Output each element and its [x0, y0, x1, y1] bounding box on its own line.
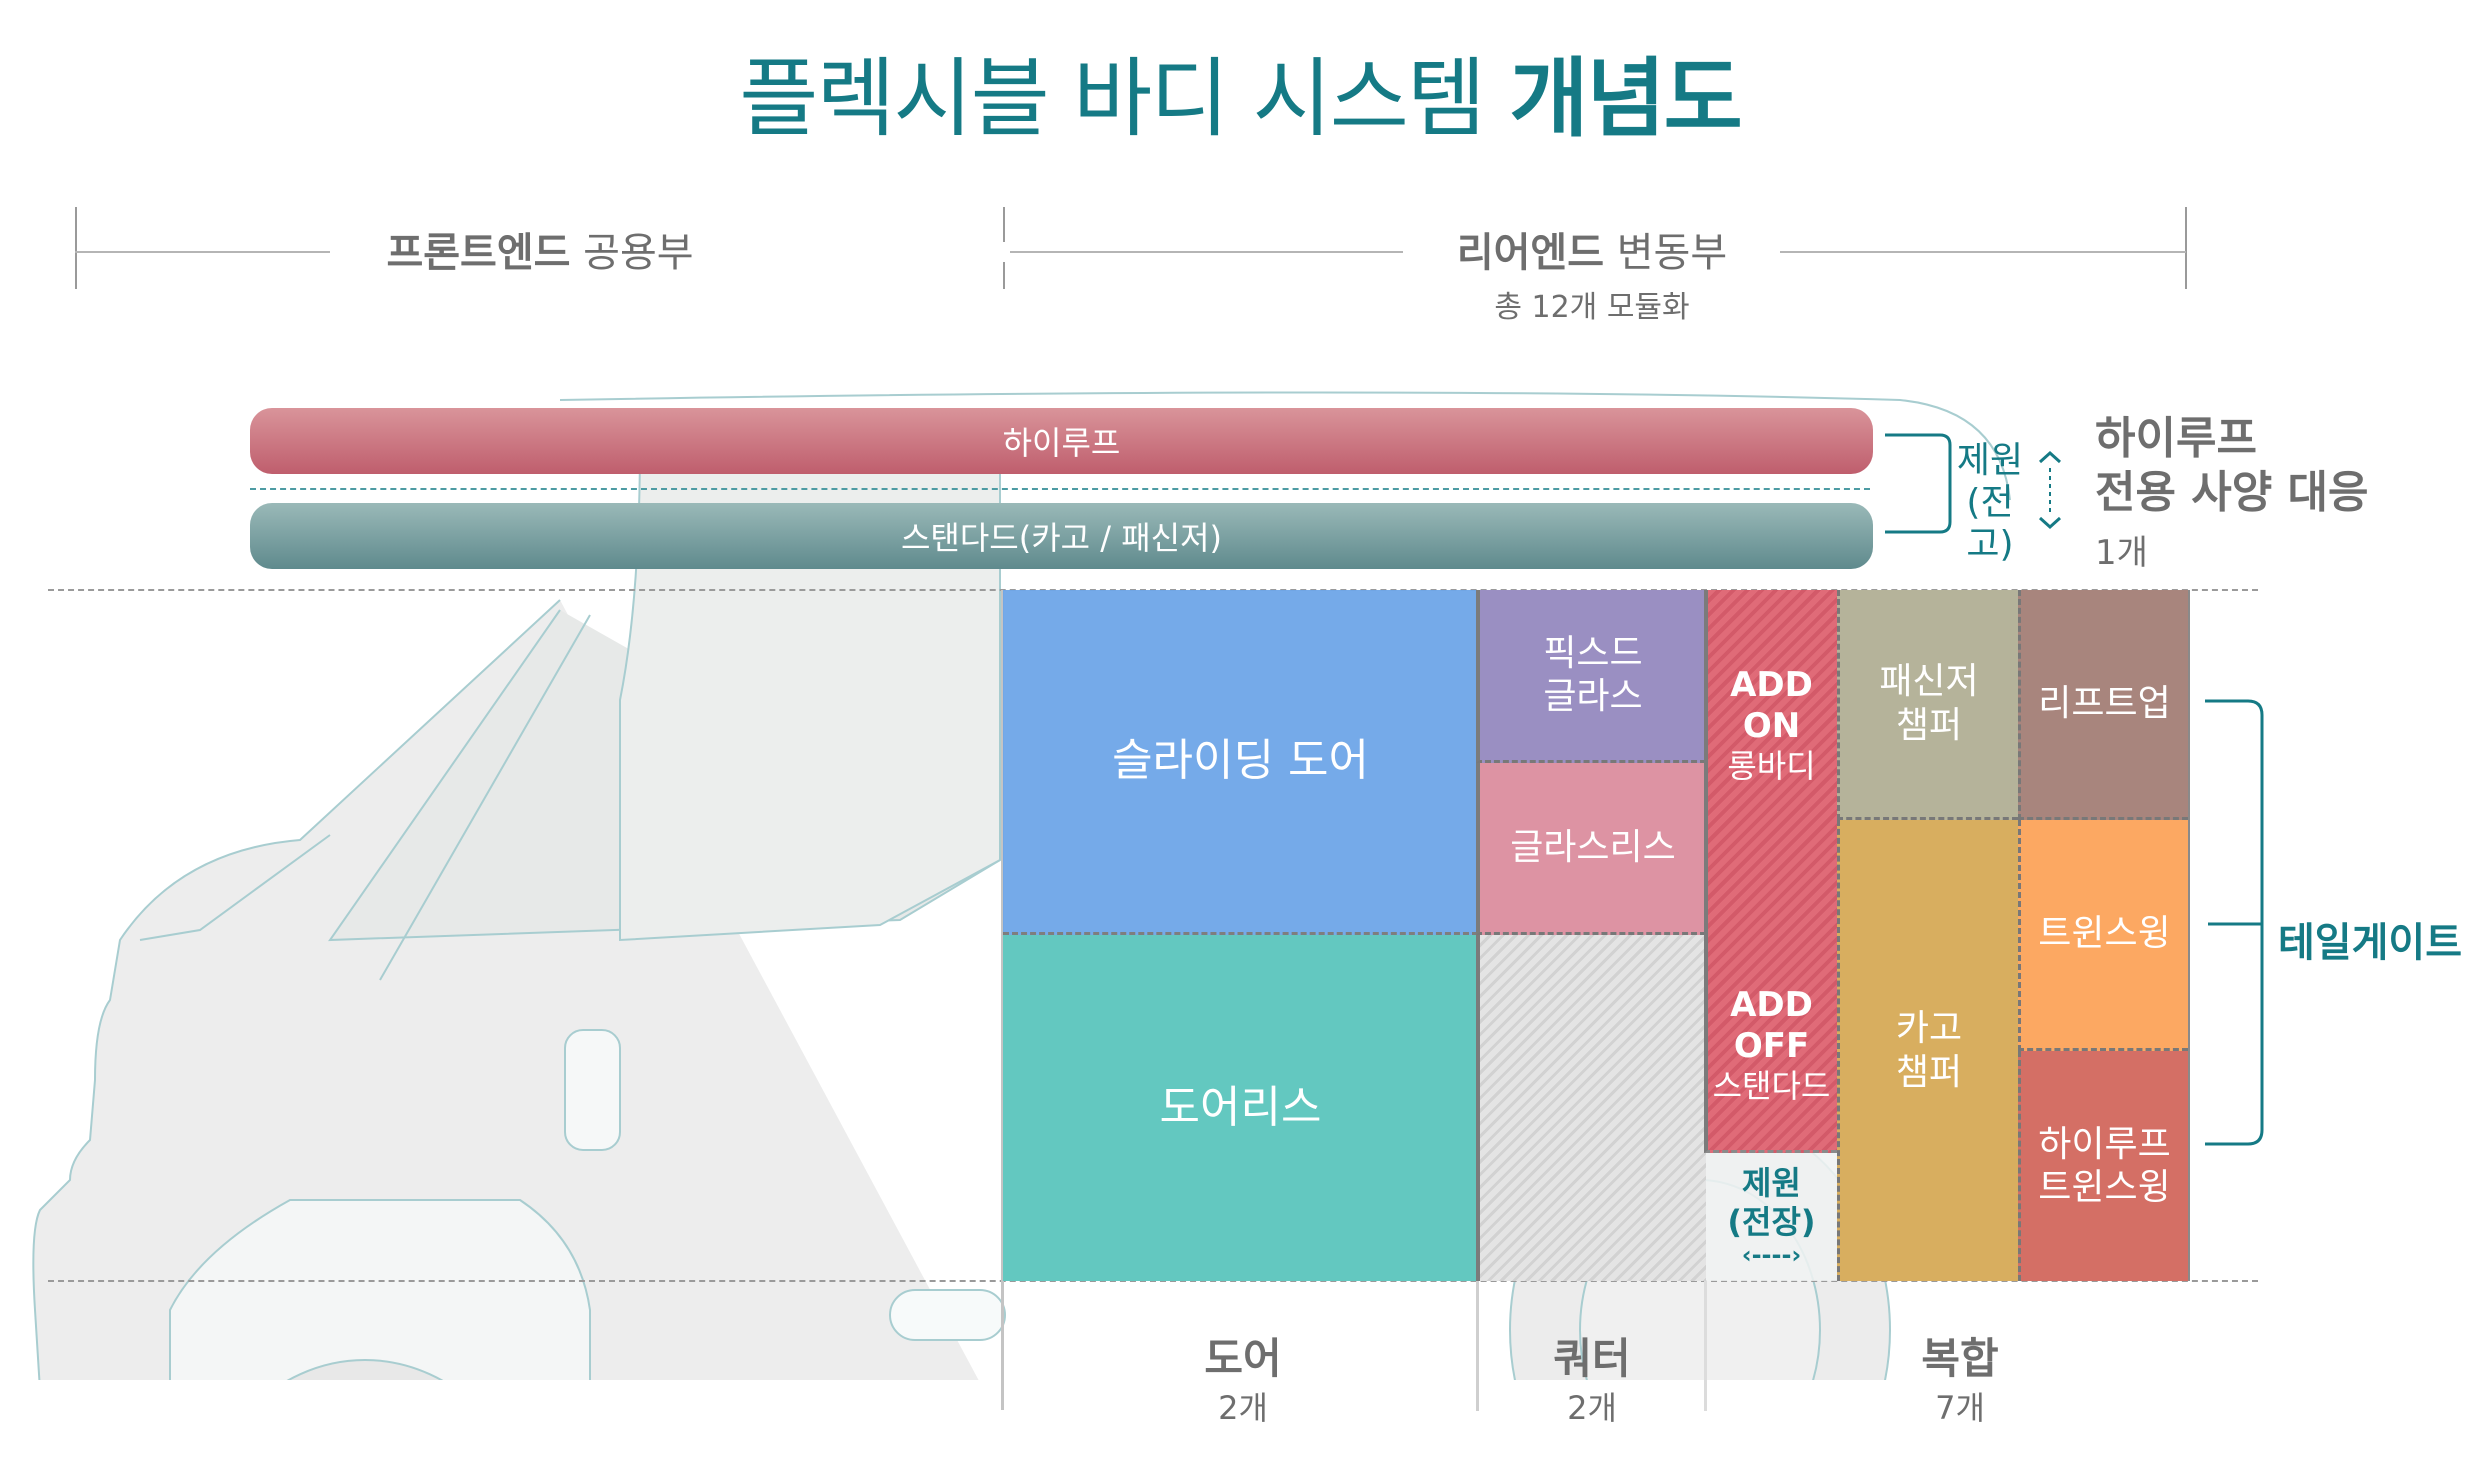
category-quarter-count: 2개 [1567, 1389, 1617, 1427]
module-doorless: 도어리스 [1003, 935, 1478, 1281]
length-double-arrow-icon: ‹----› [1741, 1240, 1802, 1269]
rear-right-border [2186, 590, 2190, 1281]
module-sliding-door: 슬라이딩 도어 [1003, 590, 1478, 935]
rear-section-label: 리어엔드 변동부 [1457, 220, 1727, 278]
door-quarter-divider [1476, 1281, 1479, 1411]
module-glassless: 글라스리스 [1476, 763, 1706, 935]
cargo-chamfer-line2: 챔퍼 [1895, 1051, 1963, 1093]
module-highroof-twin-swing: 하이루프 트윈스윙 [2018, 1051, 2188, 1281]
length-spec-line2: (전장) [1727, 1202, 1816, 1241]
standard-roof-bar: 스탠다드(카고 / 패신저) [250, 503, 1873, 569]
sliding-door-label: 슬라이딩 도어 [1112, 734, 1369, 786]
quarter-composite-divider [1704, 1281, 1707, 1411]
high-roof-label: 하이루프 [1002, 424, 1121, 462]
page-title: 플렉시블 바디 시스템 개념도 [0, 28, 2480, 153]
rear-line-right [1780, 251, 2186, 253]
rear-regular: 변동부 [1616, 230, 1728, 276]
highroof-count: 1개 [2095, 533, 2148, 573]
front-section-label: 프론트엔드 공용부 [386, 220, 693, 278]
title-regular: 플렉시블 바디 시스템 [739, 49, 1486, 149]
height-bracket-icon [1885, 433, 1952, 534]
front-line-left [75, 251, 330, 253]
bottom-guide-dashed [48, 1280, 2258, 1282]
height-spec-line2: (전고) [1966, 482, 2014, 565]
category-composite: 복합 [1921, 1334, 1999, 1383]
module-fixed-glass: 픽스드 글라스 [1476, 590, 1706, 763]
length-spec-line1: 제원 [1742, 1164, 1801, 1203]
module-passenger-chamfer: 패신저 챔퍼 [1837, 590, 2018, 820]
highroof-twin-swing-line2: 트윈스윙 [2038, 1167, 2171, 1208]
height-spec-label: 제원 (전고) [1945, 440, 2035, 566]
high-roof-bar: 하이루프 [250, 408, 1873, 474]
fixed-glass-line2: 글라스 [1543, 676, 1643, 717]
rear-line-left [1003, 251, 1403, 253]
module-liftup: 리프트업 [2018, 590, 2188, 820]
length-spec: 제원 (전장) ‹----› [1706, 1153, 1837, 1281]
highroof-note: 하이루프 전용 사양 대응 [2095, 412, 2369, 520]
tailgate-bracket-icon [2205, 699, 2264, 1146]
add-on-line2: ON [1742, 705, 1801, 746]
front-line-mask [750, 242, 1010, 262]
title-bold: 개념도 [1509, 49, 1742, 149]
highroof-note-line2: 전용 사양 대응 [2095, 467, 2369, 518]
front-regular: 공용부 [583, 230, 694, 276]
highroof-note-line1: 하이루프 [2095, 413, 2257, 464]
category-quarter: 쿼터 [1553, 1334, 1631, 1383]
rear-bold: 리어엔드 [1456, 230, 1605, 276]
tailgate-label: 테일게이트 [2278, 920, 2462, 966]
add-off-line3: 스탠다드 [1712, 1066, 1831, 1105]
roof-divider-dashed [250, 488, 1870, 490]
module-add-on-off [1704, 590, 1837, 1153]
quarter-empty-hatched [1476, 935, 1706, 1281]
module-cargo-chamfer: 카고 챔퍼 [1837, 820, 2018, 1281]
liftup-label: 리프트업 [2038, 682, 2171, 724]
module-twin-swing: 트윈스윙 [2018, 820, 2188, 1051]
height-double-arrow-icon [2038, 450, 2062, 530]
glassless-label: 글라스리스 [1510, 826, 1676, 868]
category-door: 도어 [1204, 1334, 1282, 1383]
passenger-chamfer-line2: 챔퍼 [1895, 704, 1963, 746]
twin-swing-label: 트윈스윙 [2038, 913, 2171, 955]
standard-roof-label: 스탠다드(카고 / 패신저) [900, 519, 1223, 557]
add-on-label: ADD ON 롱바디 [1706, 655, 1837, 795]
category-composite-count: 7개 [1935, 1389, 1985, 1427]
add-off-line1: ADD [1730, 985, 1813, 1025]
door-column-left-divider [1001, 590, 1004, 1410]
front-bold: 프론트엔드 [386, 230, 571, 276]
category-door-count: 2개 [1218, 1389, 1268, 1427]
fixed-glass-line1: 픽스드 [1543, 632, 1643, 674]
add-on-line3: 롱바디 [1727, 746, 1816, 785]
highroof-twin-swing-line1: 하이루프 [2038, 1123, 2171, 1165]
rear-right-tick [2185, 207, 2187, 289]
add-off-label: ADD OFF 스탠다드 [1706, 975, 1837, 1115]
cargo-chamfer-line1: 카고 [1895, 1008, 1963, 1050]
doorless-label: 도어리스 [1159, 1081, 1322, 1133]
add-off-line2: OFF [1733, 1025, 1810, 1066]
height-spec-line1: 제원 [1956, 440, 2024, 481]
rear-module-count: 총 12개 모듈화 [1494, 290, 1690, 325]
passenger-chamfer-line1: 패신저 [1879, 661, 1979, 703]
add-on-line1: ADD [1730, 665, 1813, 705]
front-left-tick [75, 207, 77, 289]
